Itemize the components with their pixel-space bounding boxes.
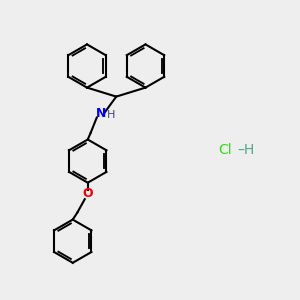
Text: –H: –H xyxy=(237,143,255,157)
Text: Cl: Cl xyxy=(218,143,232,157)
Text: H: H xyxy=(107,110,115,120)
Text: N: N xyxy=(96,106,106,120)
Text: O: O xyxy=(82,187,93,200)
